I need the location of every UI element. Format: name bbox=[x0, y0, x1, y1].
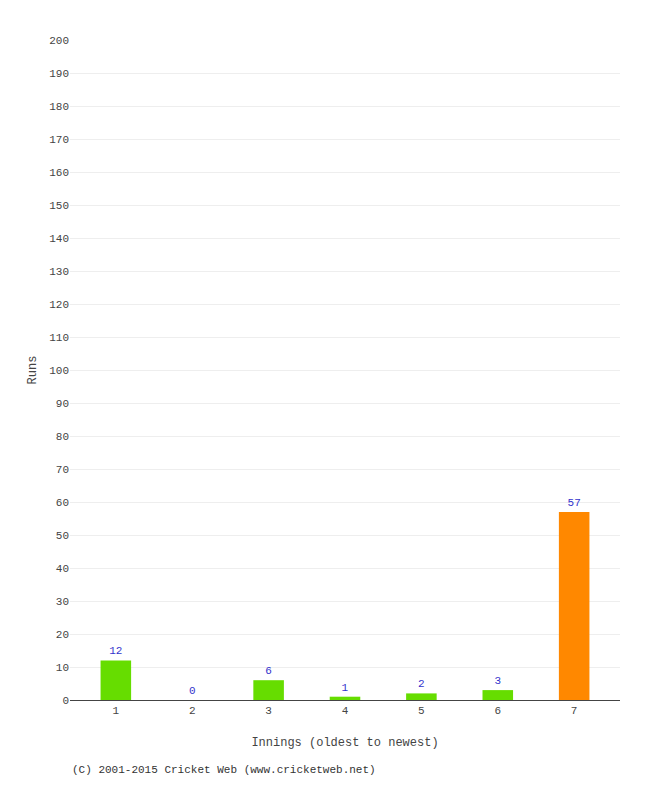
svg-text:160: 160 bbox=[49, 167, 69, 179]
svg-text:4: 4 bbox=[342, 705, 349, 717]
svg-text:1: 1 bbox=[113, 705, 120, 717]
svg-text:150: 150 bbox=[49, 200, 69, 212]
svg-text:0: 0 bbox=[189, 685, 196, 697]
svg-text:140: 140 bbox=[49, 233, 69, 245]
svg-text:110: 110 bbox=[49, 332, 69, 344]
svg-text:0: 0 bbox=[62, 695, 69, 707]
svg-text:130: 130 bbox=[49, 266, 69, 278]
svg-text:80: 80 bbox=[56, 431, 69, 443]
svg-text:Innings (oldest to newest): Innings (oldest to newest) bbox=[251, 736, 438, 750]
svg-text:Runs: Runs bbox=[26, 356, 40, 385]
svg-text:100: 100 bbox=[49, 365, 69, 377]
svg-text:40: 40 bbox=[56, 563, 69, 575]
svg-text:60: 60 bbox=[56, 497, 69, 509]
svg-text:180: 180 bbox=[49, 101, 69, 113]
svg-text:50: 50 bbox=[56, 530, 69, 542]
svg-text:6: 6 bbox=[494, 705, 501, 717]
svg-text:90: 90 bbox=[56, 398, 69, 410]
svg-text:70: 70 bbox=[56, 464, 69, 476]
svg-text:12: 12 bbox=[109, 645, 122, 657]
svg-text:2: 2 bbox=[189, 705, 196, 717]
svg-text:3: 3 bbox=[494, 675, 501, 687]
svg-text:120: 120 bbox=[49, 299, 69, 311]
svg-text:170: 170 bbox=[49, 134, 69, 146]
svg-text:30: 30 bbox=[56, 596, 69, 608]
svg-text:1: 1 bbox=[342, 682, 349, 694]
svg-text:5: 5 bbox=[418, 705, 425, 717]
svg-text:10: 10 bbox=[56, 662, 69, 674]
svg-text:7: 7 bbox=[571, 705, 578, 717]
svg-text:(C) 2001-2015 Cricket Web (www: (C) 2001-2015 Cricket Web (www.cricketwe… bbox=[72, 764, 376, 776]
svg-text:6: 6 bbox=[265, 665, 272, 677]
svg-text:20: 20 bbox=[56, 629, 69, 641]
svg-text:190: 190 bbox=[49, 68, 69, 80]
svg-text:57: 57 bbox=[568, 497, 581, 509]
svg-text:3: 3 bbox=[265, 705, 272, 717]
svg-text:2: 2 bbox=[418, 678, 425, 690]
svg-text:200: 200 bbox=[49, 35, 69, 47]
